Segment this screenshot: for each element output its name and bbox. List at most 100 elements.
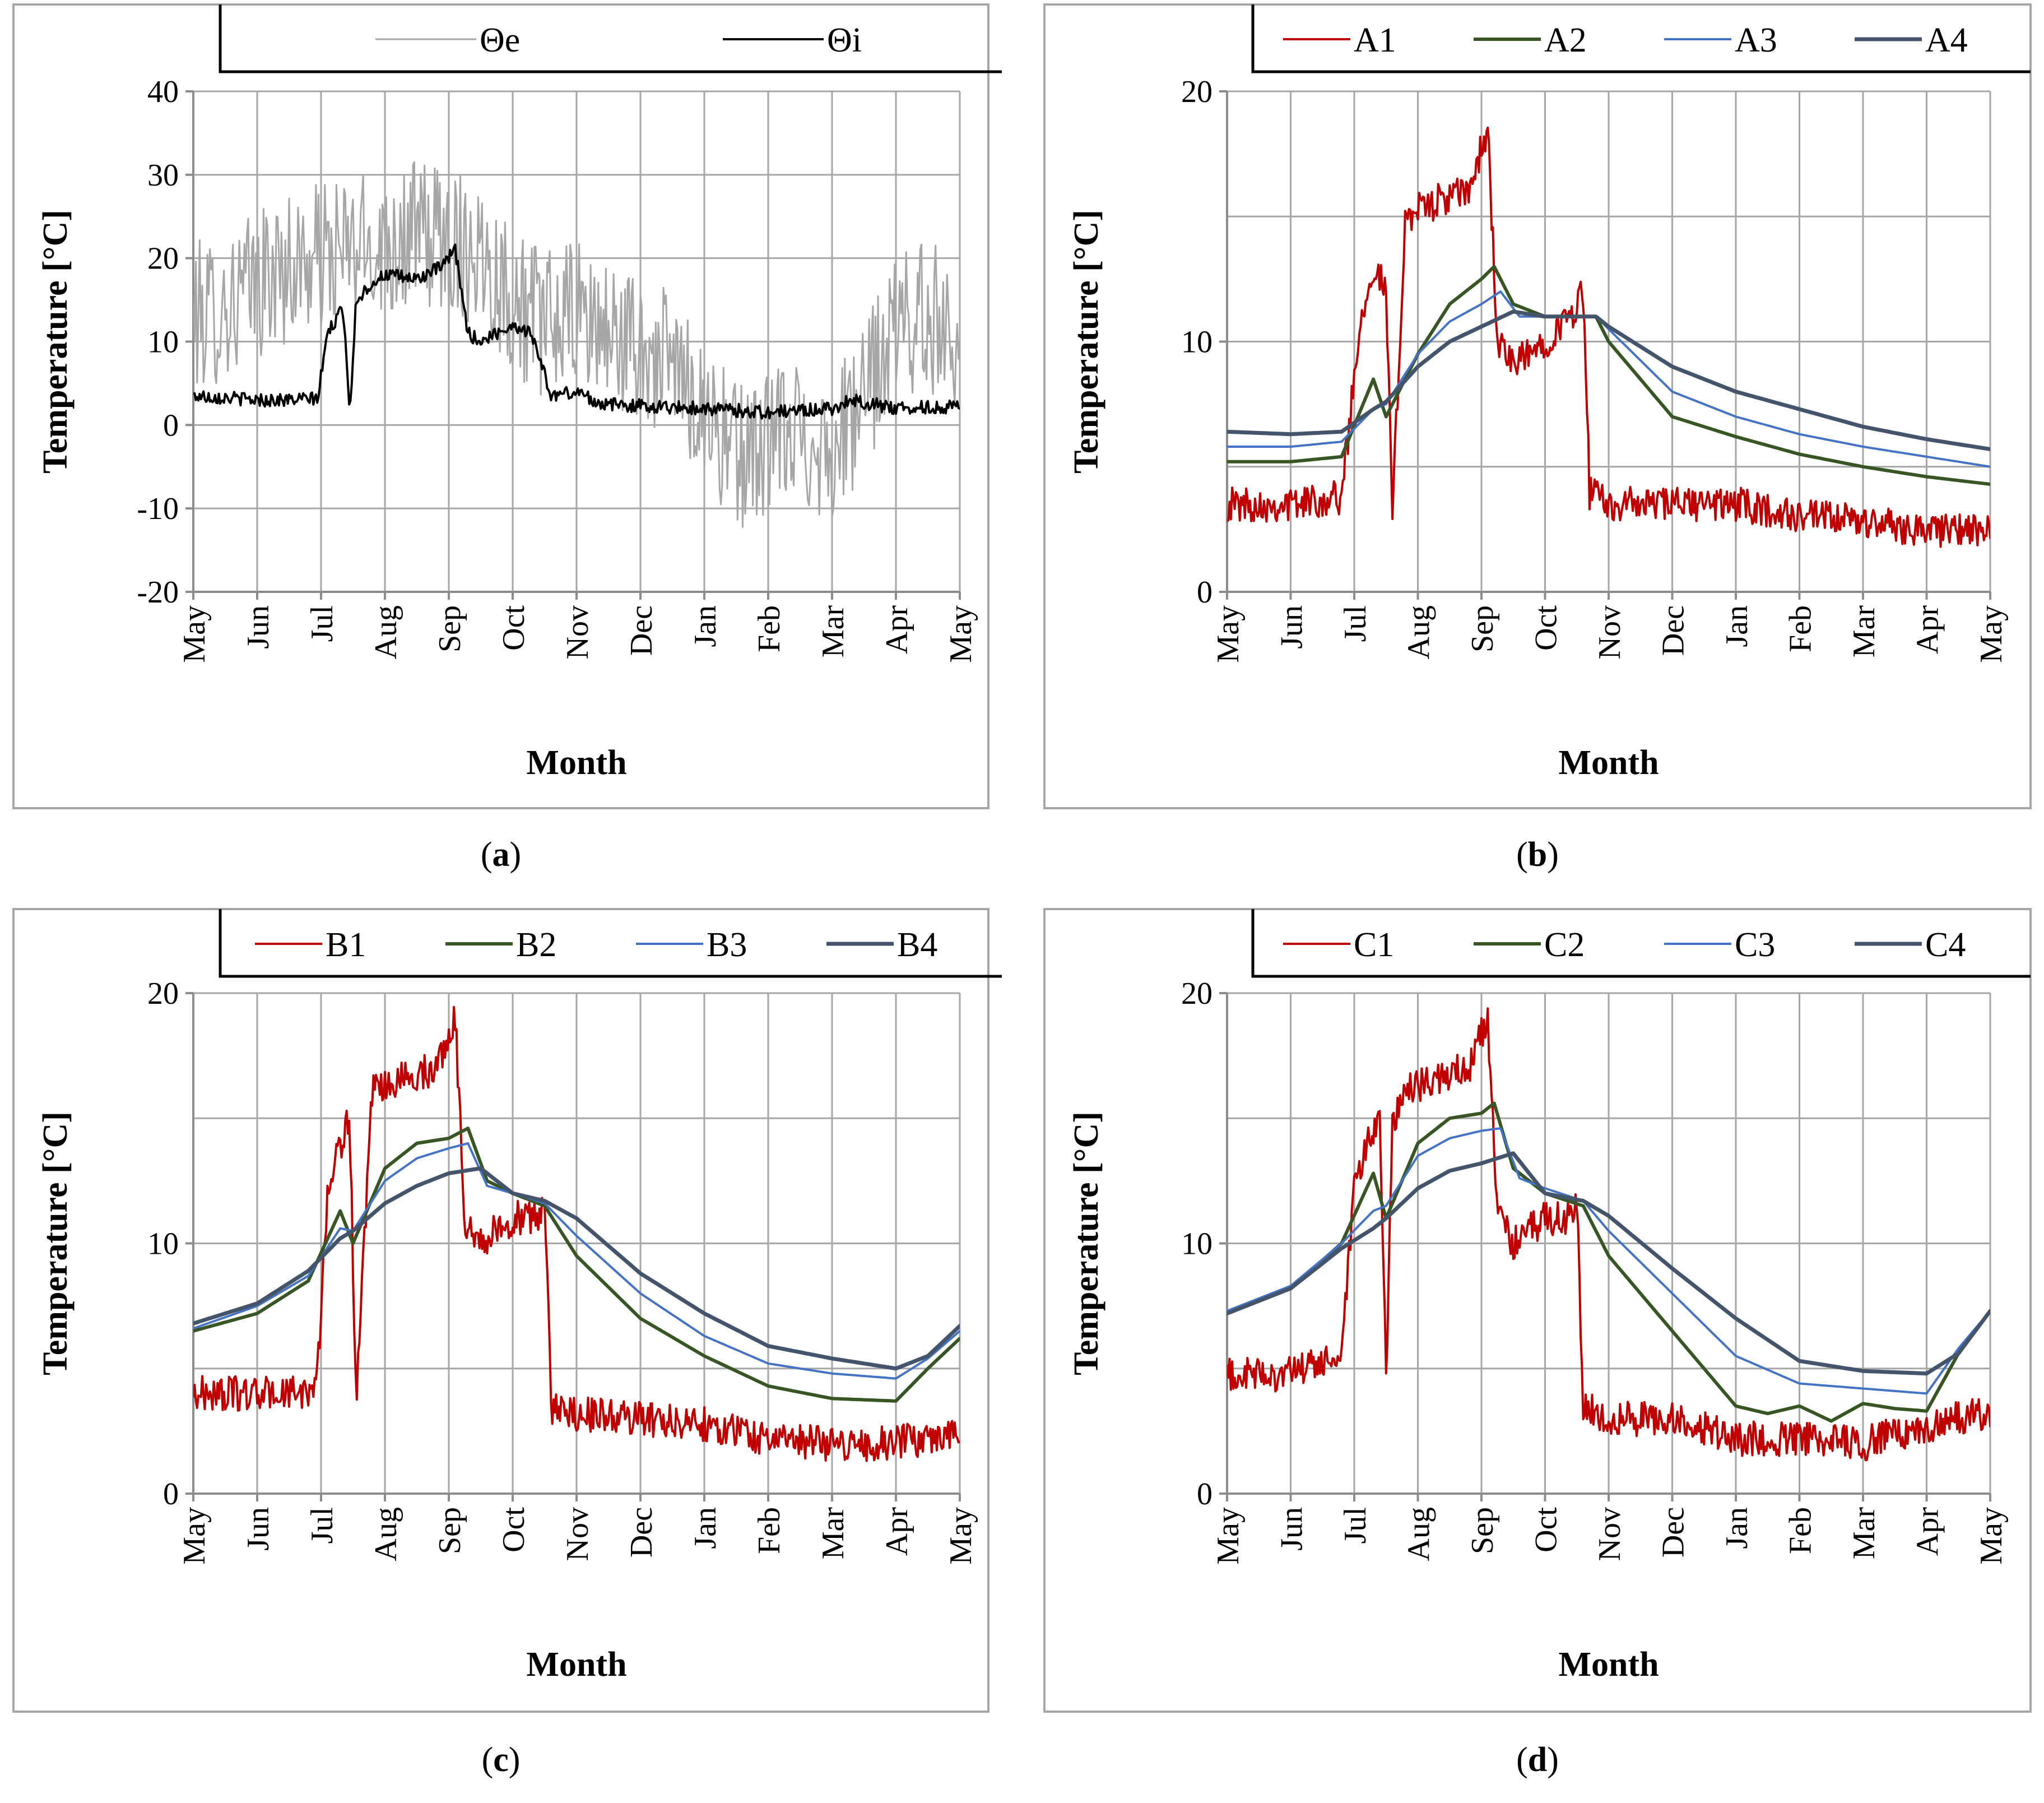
x-tick-label: Jan (1720, 605, 1754, 647)
x-tick-label: Apr (1911, 1507, 1945, 1556)
y-tick-label: 20 (147, 242, 179, 276)
x-tick-label: Dec (624, 1507, 659, 1558)
panel-caption: (b) (1516, 836, 1559, 874)
x-tick-label: Jul (1338, 605, 1373, 642)
y-axis-title: Temperature [°C] (36, 210, 75, 474)
x-tick-label: Aug (1402, 1507, 1437, 1561)
series-line-Θi (193, 243, 960, 420)
x-tick-label: Jun (241, 605, 276, 649)
x-tick-label: Oct (496, 605, 531, 651)
legend-label-B2: B2 (516, 926, 556, 964)
x-tick-label: Aug (369, 605, 403, 659)
x-axis-title: Month (526, 744, 626, 782)
legend-border (219, 4, 1002, 73)
y-tick-label: -10 (137, 492, 179, 526)
legend-label-Θi: Θi (827, 21, 862, 59)
x-tick-label: May (944, 1507, 978, 1565)
series-line-B2 (193, 1127, 960, 1403)
x-tick-label: May (1974, 605, 2009, 663)
x-tick-label: Nov (560, 1507, 595, 1561)
chart-panel-b: 0 10 20 May Jun Jul Aug Sep Oct Nov Dec Jan Feb Mar Ap… (1043, 3, 2032, 874)
x-tick-label: Aug (1402, 605, 1437, 659)
x-tick-label: Dec (1656, 1507, 1691, 1558)
x-tick-label: Oct (1529, 605, 1564, 651)
legend-border (219, 909, 1002, 978)
panel-caption: (a) (481, 836, 521, 874)
x-tick-label: Dec (1656, 605, 1691, 656)
y-tick-label: -20 (137, 575, 179, 610)
y-tick-label: 0 (1197, 575, 1213, 610)
x-tick-label: Jan (688, 605, 723, 647)
legend-label-A4: A4 (1925, 21, 1968, 59)
series-line-Θe (193, 161, 960, 528)
y-tick-label: 30 (147, 158, 179, 193)
y-tick-label: 0 (163, 1477, 179, 1512)
x-tick-label: Feb (752, 605, 787, 652)
x-tick-label: Jul (305, 605, 340, 642)
legend-label-C1: C1 (1354, 926, 1394, 964)
legend-label-C2: C2 (1544, 926, 1585, 964)
x-tick-label: Feb (1783, 605, 1818, 652)
x-tick-label: Sep (1465, 1507, 1500, 1554)
legend-label-A3: A3 (1735, 21, 1777, 59)
x-tick-label: Jun (1275, 605, 1309, 649)
x-axis-title: Month (1558, 744, 1659, 782)
x-tick-label: Jan (1720, 1507, 1754, 1549)
chart-panel-d: 0 10 20 May Jun Jul Aug Sep Oct Nov Dec Jan Feb Mar Ap… (1043, 908, 2032, 1779)
x-tick-label: Nov (1592, 1507, 1627, 1561)
x-tick-label: Oct (1529, 1507, 1564, 1552)
y-axis-title: Temperature [°C] (1067, 1111, 1105, 1375)
legend-border (1251, 4, 2031, 73)
y-tick-label: 10 (1181, 325, 1213, 360)
panel-caption: (d) (1516, 1741, 1559, 1779)
y-tick-label: 20 (1181, 976, 1213, 1011)
series-line-A2 (1227, 265, 1990, 486)
x-tick-label: Jun (1275, 1507, 1309, 1551)
x-tick-label: Sep (433, 605, 467, 652)
series-line-B1 (193, 1005, 960, 1462)
x-tick-label: Nov (560, 605, 595, 659)
chart-panel-a: -20 -10 0 10 20 30 40 May Jun Jul Aug Sep Oct Nov Dec J… (12, 3, 1002, 874)
y-tick-label: 10 (1181, 1227, 1213, 1262)
y-axis-title: Temperature [°C] (1067, 210, 1105, 474)
y-tick-label: 40 (147, 75, 179, 109)
x-tick-label: Apr (880, 1507, 914, 1556)
x-tick-label: May (177, 605, 212, 663)
chart-panel-c: 0 10 20 May Jun Jul Aug Sep Oct Nov Dec Jan Feb Mar Ap… (12, 908, 1002, 1779)
y-tick-label: 20 (147, 976, 179, 1011)
y-tick-label: 0 (163, 408, 179, 443)
x-tick-label: Jul (1338, 1507, 1373, 1544)
panel-caption: (c) (482, 1741, 521, 1779)
x-tick-label: May (1974, 1507, 2009, 1565)
x-tick-label: Jan (688, 1507, 723, 1549)
x-axis-title: Month (526, 1646, 626, 1684)
legend-label-B3: B3 (707, 926, 747, 964)
x-tick-label: Aug (369, 1507, 403, 1561)
series-line-A1 (1227, 126, 1990, 548)
x-tick-label: Sep (433, 1507, 467, 1554)
series-line-C3 (1227, 1127, 1990, 1395)
series-line-C4 (1227, 1151, 1990, 1376)
x-tick-label: Feb (752, 1507, 787, 1554)
series-line-C1 (1227, 1007, 1990, 1462)
x-tick-label: Mar (1847, 605, 1882, 658)
legend-label-C3: C3 (1735, 926, 1775, 964)
x-tick-label: Oct (496, 1507, 531, 1552)
y-tick-label: 0 (1197, 1477, 1213, 1512)
y-tick-label: 10 (147, 1227, 179, 1262)
x-tick-label: Apr (880, 605, 914, 654)
x-tick-label: Mar (816, 1507, 851, 1560)
legend-label-A1: A1 (1354, 21, 1396, 59)
legend-border (1251, 909, 2031, 978)
series-line-A4 (1227, 309, 1990, 451)
legend-label-B1: B1 (326, 926, 366, 964)
x-tick-label: Sep (1465, 605, 1500, 652)
legend-label-Θe: Θe (480, 21, 520, 59)
x-tick-label: Mar (1847, 1507, 1882, 1560)
x-axis-title: Month (1558, 1646, 1659, 1684)
x-tick-label: Nov (1592, 605, 1627, 659)
x-tick-label: Dec (624, 605, 659, 656)
x-tick-label: May (1211, 605, 1246, 663)
x-tick-label: May (1211, 1507, 1246, 1565)
